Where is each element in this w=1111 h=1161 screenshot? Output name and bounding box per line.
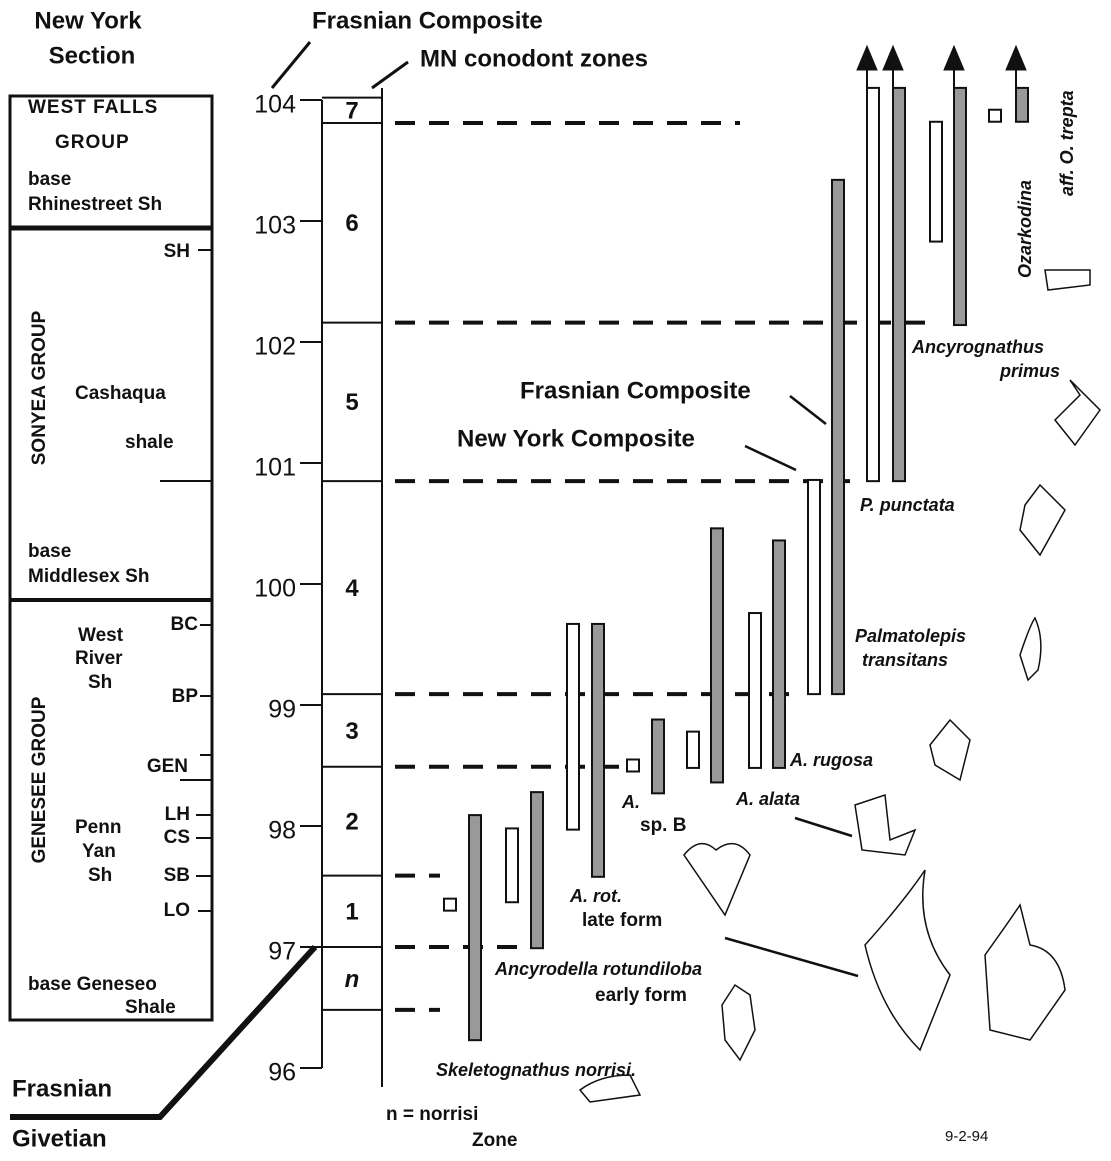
species-label: Ancyrodella rotundiloba: [494, 959, 702, 979]
species-label: Skeletognathus norrisi.: [436, 1060, 636, 1080]
stage-label: Givetian: [12, 1125, 107, 1152]
range-bar: [469, 815, 481, 1040]
zone-label: 4: [345, 575, 359, 602]
range-arrow-head: [857, 46, 877, 70]
species-label: A. alata: [735, 789, 800, 809]
range-bar: [930, 122, 942, 242]
unit-label: Middlesex Sh: [28, 566, 149, 587]
unit-label: GENESEE GROUP: [29, 696, 50, 863]
scale-label: 96: [268, 1059, 296, 1087]
species-label: A.: [621, 792, 640, 812]
zone-label: 7: [345, 98, 358, 125]
range-bar: [711, 528, 723, 782]
unit-label: SONYEA GROUP: [29, 310, 50, 465]
species-label: primus: [999, 361, 1060, 381]
scale-label: 104: [254, 91, 296, 119]
marker-label: LO: [164, 900, 190, 921]
leader: [272, 42, 310, 88]
marker-label: SH: [164, 241, 190, 262]
range-arrow-head: [1006, 46, 1026, 70]
unit-label: base: [28, 169, 71, 190]
unit-label: River: [75, 648, 123, 669]
unit-label: GROUP: [55, 132, 130, 153]
scale-label: 100: [254, 575, 296, 603]
unit-label: Yan: [82, 841, 116, 862]
unit-label: Rhinestreet Sh: [28, 194, 162, 215]
unit-label: Penn: [75, 817, 121, 838]
range-arrow-head: [944, 46, 964, 70]
range-arrow-head: [883, 46, 903, 70]
species-label: A. rugosa: [789, 750, 873, 770]
species-label: Ozarkodina: [1015, 180, 1035, 278]
unit-label: West: [78, 625, 124, 646]
species-label: aff. O. trepta: [1057, 90, 1077, 196]
unit-label: WEST FALLS: [28, 97, 158, 118]
marker-label: BC: [171, 614, 199, 635]
composite-label: New York Composite: [457, 425, 695, 452]
species-label: sp. B: [640, 815, 686, 836]
species-label: Ancyrognathus: [911, 337, 1044, 357]
scale-label: 99: [268, 696, 296, 724]
scale-label: 101: [254, 454, 296, 482]
unit-label: base Geneseo: [28, 974, 157, 995]
section-title: Section: [49, 42, 136, 69]
zone-label: n: [345, 966, 360, 993]
marker-label: GEN: [147, 756, 188, 777]
species-label: transitans: [862, 650, 948, 670]
scale-label: 97: [268, 938, 296, 966]
unit-label: base: [28, 541, 71, 562]
range-bar: [773, 540, 785, 767]
zones-title: MN conodont zones: [420, 45, 648, 72]
footnote: n = norrisi: [386, 1104, 478, 1125]
scale-label: 102: [254, 333, 296, 361]
range-point: [627, 760, 639, 772]
range-bar: [652, 720, 664, 794]
range-point: [444, 899, 456, 911]
range-bar: [749, 613, 761, 768]
section-title: New York: [34, 7, 142, 34]
marker-label: LH: [165, 804, 190, 825]
date: 9-2-94: [945, 1128, 988, 1145]
range-bar: [808, 480, 820, 694]
composite-label: Frasnian Composite: [520, 377, 751, 404]
range-bar: [592, 624, 604, 877]
species-label: late form: [582, 910, 662, 931]
figure: New York Section Frasnian Composite MN c…: [0, 0, 1111, 1161]
scale-label: 103: [254, 212, 296, 240]
marker-label: BP: [172, 686, 199, 707]
unit-label: Sh: [88, 672, 112, 693]
species-label: early form: [595, 985, 687, 1006]
marker-ticks: [196, 250, 212, 911]
range-bar: [867, 88, 879, 481]
leader: [372, 62, 408, 88]
range-bar: [531, 792, 543, 948]
marker-label: CS: [164, 827, 190, 848]
species-label: A. rot.: [569, 886, 622, 906]
zone-label: 1: [345, 899, 358, 926]
unit-label: Shale: [125, 997, 176, 1018]
marker-label: SB: [164, 865, 190, 886]
range-bar: [687, 732, 699, 768]
unit-label: Sh: [88, 865, 112, 886]
footnote: Zone: [472, 1130, 517, 1151]
unit-label: shale: [125, 432, 174, 453]
scale-label: 98: [268, 817, 296, 845]
composite-title: Frasnian Composite: [312, 7, 543, 34]
zone-label: 3: [345, 718, 358, 745]
zone-label: 5: [345, 389, 358, 416]
range-bar: [567, 624, 579, 830]
range-bar: [893, 88, 905, 481]
range-bar: [506, 828, 518, 902]
zone-label: 6: [345, 210, 358, 237]
species-label: Palmatolepis: [855, 626, 966, 646]
stage-label: Frasnian: [12, 1075, 112, 1102]
zone-label: 2: [345, 809, 358, 836]
range-bar: [1016, 88, 1028, 122]
range-point: [989, 110, 1001, 122]
range-bar: [832, 180, 844, 694]
unit-label: Cashaqua: [75, 383, 166, 404]
range-bar: [954, 88, 966, 325]
species-label: P. punctata: [860, 495, 955, 515]
